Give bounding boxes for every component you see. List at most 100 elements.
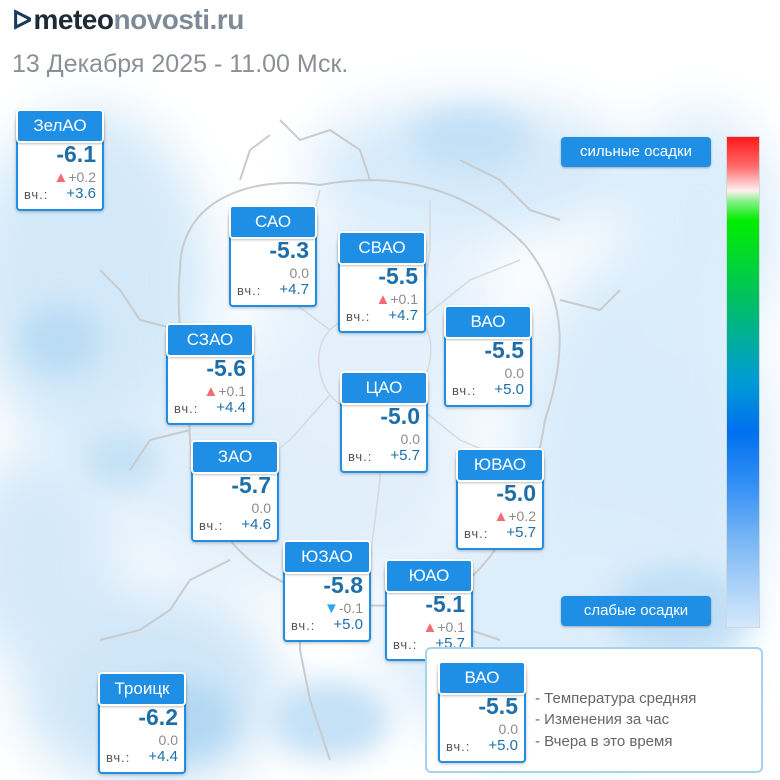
district-name: ЮВАО — [456, 448, 544, 482]
hourly-change: ▲+0.1 — [423, 619, 466, 636]
hourly-change: 0.0 — [401, 431, 420, 447]
hourly-change: ▲+0.2 — [494, 508, 537, 525]
yesterday-value: +4.4 — [148, 748, 178, 765]
district-card-d9[interactable]: ЮАО -5.1 ▲+0.1 вч.: +5.7 — [385, 559, 473, 661]
district-card-d6[interactable]: ЗАО -5.7 0.0 вч.: +4.6 — [191, 440, 279, 542]
district-card-d4[interactable]: СЗАО -5.6 ▲+0.1 вч.: +4.4 — [166, 323, 254, 425]
district-name: СЗАО — [166, 323, 254, 357]
yesterday-label: вч.: — [237, 283, 262, 298]
hourly-change-value: 0.0 — [158, 732, 178, 748]
yesterday-label: вч.: — [199, 518, 224, 533]
temperature-value: -5.5 — [484, 337, 524, 363]
hourly-change: ▼-0.1 — [324, 600, 363, 617]
yesterday-label: вч.: — [174, 401, 199, 416]
district-name: ЗАО — [191, 440, 279, 474]
temperature-value: -5.0 — [496, 480, 536, 506]
yesterday-label: вч.: — [24, 187, 49, 202]
scale-label-heavy: сильные осадки — [561, 137, 711, 167]
logo-mark-icon: ᐅ — [12, 5, 32, 35]
yesterday-value: +4.7 — [279, 281, 309, 298]
yesterday-value: +5.0 — [494, 381, 524, 398]
yesterday-value: +5.7 — [390, 447, 420, 464]
district-card-legend-sample[interactable]: ВАО -5.5 0.0 вч.: +5.0 — [438, 661, 526, 763]
hourly-change-value: +0.1 — [390, 291, 418, 307]
trend-up-icon: ▲ — [203, 383, 219, 400]
district-name: ЮАО — [385, 559, 473, 593]
legend-line-change: - Изменения за час — [535, 711, 670, 728]
district-name: ВАО — [438, 661, 526, 695]
hourly-change-value: 0.0 — [251, 500, 271, 516]
district-name: Троицк — [98, 672, 186, 706]
temperature-value: -5.1 — [425, 591, 465, 617]
trend-up-icon: ▲ — [422, 619, 438, 636]
yesterday-value: +5.7 — [506, 524, 536, 541]
district-name: САО — [229, 205, 317, 239]
hourly-change: 0.0 — [290, 265, 309, 281]
district-card-d7[interactable]: ЮВАО -5.0 ▲+0.2 вч.: +5.7 — [456, 448, 544, 550]
district-card-d2[interactable]: СВАО -5.5 ▲+0.1 вч.: +4.7 — [338, 231, 426, 333]
hourly-change-value: +0.2 — [508, 508, 536, 524]
district-card-d10[interactable]: Троицк -6.2 0.0 вч.: +4.4 — [98, 672, 186, 774]
district-card-d0[interactable]: ЗелАО -6.1 ▲+0.2 вч.: +3.6 — [16, 109, 104, 211]
hourly-change: ▲+0.1 — [376, 291, 419, 308]
yesterday-value: +4.6 — [241, 516, 271, 533]
hourly-change-value: +0.1 — [437, 619, 465, 635]
yesterday-value: +5.0 — [488, 737, 518, 754]
temperature-value: -5.7 — [231, 472, 271, 498]
site-logo[interactable]: ᐅmeteonovosti.ru — [12, 4, 244, 36]
hourly-change: ▲+0.1 — [204, 383, 247, 400]
yesterday-label: вч.: — [346, 309, 371, 324]
yesterday-value: +3.6 — [66, 185, 96, 202]
hourly-change-value: -0.1 — [338, 600, 363, 616]
temperature-value: -5.5 — [378, 263, 418, 289]
district-card-d1[interactable]: САО -5.3 0.0 вч.: +4.7 — [229, 205, 317, 307]
trend-up-icon: ▲ — [375, 291, 391, 308]
legend-line-average: - Температура средняя — [535, 690, 697, 707]
hourly-change: 0.0 — [159, 732, 178, 748]
hourly-change: 0.0 — [252, 500, 271, 516]
logo-text-novosti: novosti.ru — [113, 4, 244, 35]
district-card-d3[interactable]: ВАО -5.5 0.0 вч.: +5.0 — [444, 305, 532, 407]
yesterday-label: вч.: — [291, 618, 316, 633]
scale-label-light: слабые осадки — [561, 596, 711, 626]
precipitation-scale-bar — [726, 136, 760, 628]
district-name: СВАО — [338, 231, 426, 265]
yesterday-label: вч.: — [464, 526, 489, 541]
hourly-change-value: 0.0 — [289, 265, 309, 281]
trend-down-icon: ▼ — [324, 600, 339, 617]
yesterday-value: +4.7 — [388, 307, 418, 324]
hourly-change: 0.0 — [499, 721, 518, 737]
hourly-change-value: 0.0 — [498, 721, 518, 737]
logo-text-meteo: meteo — [33, 4, 114, 35]
yesterday-label: вч.: — [348, 449, 373, 464]
hourly-change-value: 0.0 — [400, 431, 420, 447]
hourly-change: 0.0 — [505, 365, 524, 381]
temperature-value: -5.5 — [478, 693, 518, 719]
temperature-value: -6.1 — [56, 141, 96, 167]
hourly-change-value: +0.2 — [68, 169, 96, 185]
temperature-value: -5.6 — [206, 355, 246, 381]
district-name: ЮЗАО — [283, 540, 371, 574]
hourly-change: ▲+0.2 — [54, 169, 97, 186]
yesterday-value: +5.0 — [333, 616, 363, 633]
district-name: ЗелАО — [16, 109, 104, 143]
yesterday-label: вч.: — [393, 637, 418, 652]
temperature-value: -6.2 — [138, 704, 178, 730]
yesterday-label: вч.: — [446, 739, 471, 754]
district-card-d5[interactable]: ЦАО -5.0 0.0 вч.: +5.7 — [340, 371, 428, 473]
yesterday-value: +4.4 — [216, 399, 246, 416]
hourly-change-value: 0.0 — [504, 365, 524, 381]
temperature-value: -5.8 — [323, 572, 363, 598]
report-datetime: 13 Декабря 2025 - 11.00 Мск. — [12, 50, 349, 78]
yesterday-label: вч.: — [106, 750, 131, 765]
hourly-change-value: +0.1 — [218, 383, 246, 399]
district-name: ЦАО — [340, 371, 428, 405]
legend-line-yesterday: - Вчера в это время — [535, 733, 673, 750]
temperature-value: -5.3 — [269, 237, 309, 263]
district-card-d8[interactable]: ЮЗАО -5.8 ▼-0.1 вч.: +5.0 — [283, 540, 371, 642]
district-name: ВАО — [444, 305, 532, 339]
trend-up-icon: ▲ — [53, 169, 69, 186]
trend-up-icon: ▲ — [493, 508, 509, 525]
yesterday-label: вч.: — [452, 383, 477, 398]
temperature-value: -5.0 — [380, 403, 420, 429]
